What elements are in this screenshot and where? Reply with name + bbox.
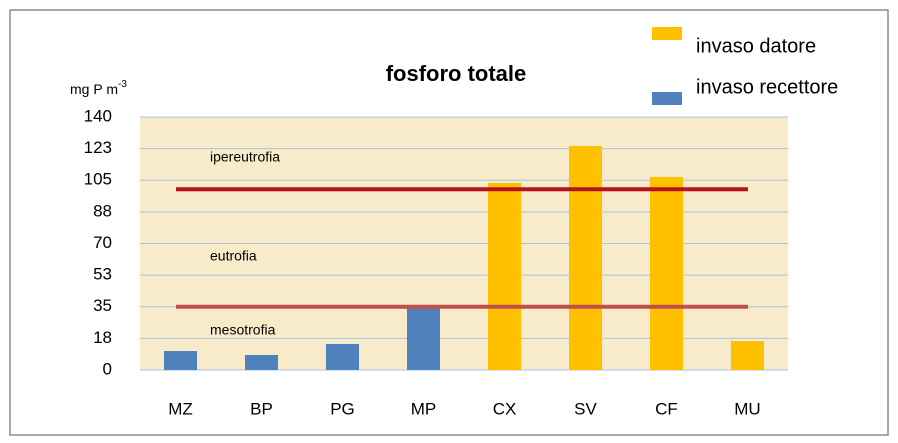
x-tick-label: MU (734, 399, 760, 418)
y-label-exponent: -3 (118, 79, 127, 90)
bar (650, 176, 683, 370)
legend-label: invaso recettore (696, 76, 838, 98)
y-tick-label: 53 (93, 265, 112, 284)
x-tick-label: MP (411, 399, 437, 418)
x-tick-label: BP (250, 399, 273, 418)
bar (569, 145, 602, 370)
x-tick-label: PG (330, 399, 355, 418)
y-tick-label: 105 (84, 170, 112, 189)
bar (407, 308, 440, 370)
bar (245, 355, 278, 370)
y-tick-label: 70 (93, 233, 112, 252)
zone-label: ipereutrofia (210, 149, 280, 165)
y-axis-label: mg P m-3 (70, 79, 127, 97)
bar (164, 351, 197, 370)
chart-title: fosforo totale (386, 61, 527, 86)
zone-label: eutrofia (210, 248, 257, 264)
y-tick-label: 123 (84, 138, 112, 157)
bar (731, 341, 764, 370)
legend-swatch (652, 92, 682, 105)
x-tick-label: CX (493, 399, 517, 418)
bar (488, 182, 521, 370)
y-tick-label: 18 (93, 328, 112, 347)
legend-swatch (652, 27, 682, 40)
legend-label: invaso datore (696, 35, 816, 57)
zone-label: mesotrofia (210, 322, 276, 338)
y-tick-label: 88 (93, 201, 112, 220)
y-tick-label: 0 (103, 359, 112, 378)
y-label-text: mg P m (70, 81, 118, 97)
bar (326, 343, 359, 370)
x-tick-label: CF (655, 399, 678, 418)
x-tick-label: SV (574, 399, 597, 418)
y-tick-label: 35 (93, 296, 112, 315)
y-tick-label: 140 (84, 106, 112, 125)
x-tick-label: MZ (168, 399, 193, 418)
